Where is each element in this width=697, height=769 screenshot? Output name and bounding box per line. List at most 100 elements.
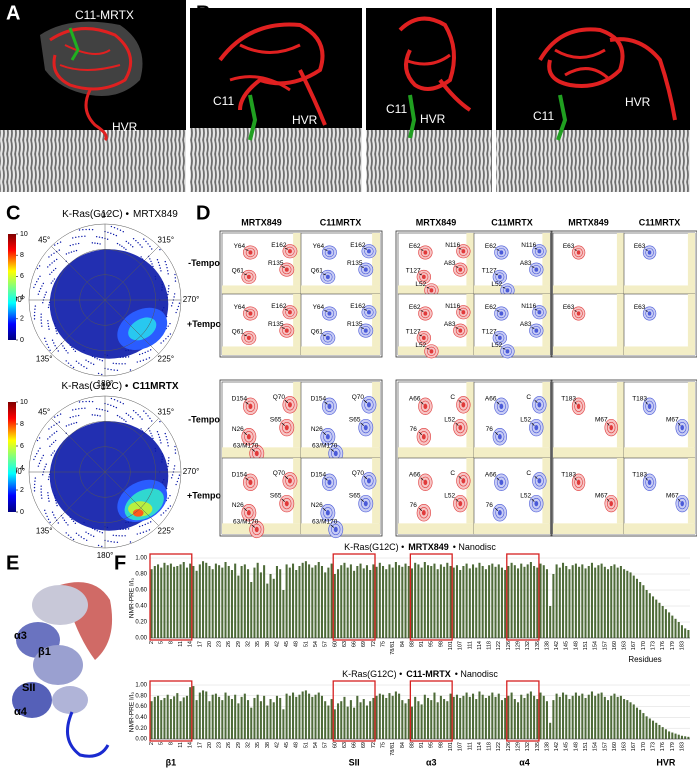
spectrum: A66 L52 76 C — [397, 381, 475, 459]
peak — [461, 402, 466, 408]
peak — [324, 247, 335, 258]
density-point — [91, 355, 94, 358]
spectrum: Y64 R135 Q61 E162 — [300, 232, 381, 295]
bar — [333, 709, 336, 739]
bar — [243, 693, 246, 739]
density-point — [173, 296, 175, 298]
bar — [610, 566, 613, 638]
x-tick-label: 32 — [245, 641, 251, 647]
density-point — [101, 237, 103, 239]
bar — [661, 727, 664, 739]
bar — [465, 692, 468, 739]
bar — [398, 693, 401, 739]
bar — [472, 564, 475, 638]
bar — [632, 704, 635, 739]
density-point — [38, 437, 41, 439]
density-point — [159, 248, 161, 251]
peak-pointer — [322, 507, 327, 511]
peak-pointer — [496, 401, 500, 405]
peak — [325, 274, 330, 280]
colorbar-tick-label: 6 — [20, 443, 24, 450]
bar — [308, 693, 311, 739]
x-tick-label: 142 — [554, 641, 560, 650]
density-point — [178, 474, 181, 476]
bar — [668, 612, 671, 638]
peak-pointer — [455, 266, 459, 268]
density-point — [159, 267, 161, 269]
density-point — [75, 243, 77, 245]
peak — [534, 246, 544, 256]
density-point — [167, 273, 169, 275]
bar — [423, 562, 426, 638]
spectrum-strip — [474, 523, 550, 534]
density-point — [55, 330, 57, 332]
peak — [284, 500, 289, 507]
bar — [185, 695, 188, 739]
peak-label: N26 — [311, 502, 323, 509]
bar — [224, 562, 227, 638]
density-point — [119, 229, 122, 231]
x-tick-label: 45 — [284, 742, 290, 748]
bar — [529, 562, 532, 638]
peak — [423, 311, 428, 316]
peak — [248, 479, 253, 485]
density-point — [127, 414, 130, 416]
bar — [623, 569, 626, 638]
bar — [308, 564, 311, 638]
y-tick-label: 0.60 — [135, 588, 147, 594]
bar — [288, 567, 291, 638]
density-point — [174, 273, 176, 276]
peak-label: S65 — [270, 493, 282, 500]
bar — [562, 562, 565, 638]
peak-pointer — [284, 247, 289, 250]
density-point — [160, 442, 162, 444]
peak — [245, 400, 256, 412]
peak — [458, 500, 463, 507]
density-point — [67, 534, 70, 536]
spectrum: A66 L52 76 C — [473, 381, 551, 459]
peak-pointer — [363, 308, 368, 311]
density-point — [144, 523, 146, 526]
bar — [414, 696, 417, 739]
density-point — [122, 403, 124, 405]
density-point — [132, 237, 135, 240]
bar — [353, 707, 356, 739]
density-point — [165, 263, 167, 266]
bar — [523, 697, 526, 739]
peak-label: D154 — [311, 395, 327, 402]
density-point — [95, 236, 98, 238]
x-tick-label: 75 — [380, 641, 386, 647]
density-point — [94, 414, 96, 416]
peak — [248, 403, 253, 409]
peak — [645, 400, 654, 412]
spectrum-strip — [687, 294, 695, 347]
peak-pointer — [495, 273, 498, 276]
peak — [327, 311, 332, 316]
region-box — [149, 553, 193, 641]
bar — [394, 562, 397, 638]
bar — [542, 565, 545, 638]
x-tick-label: 91 — [419, 742, 425, 748]
bar — [382, 694, 385, 739]
peak — [607, 497, 616, 510]
bar — [256, 562, 259, 638]
bar — [677, 622, 680, 638]
bar — [491, 692, 494, 739]
peak — [458, 267, 463, 272]
colorbar — [8, 234, 16, 340]
bar — [372, 697, 375, 739]
column-header: C11MRTX — [320, 217, 362, 227]
density-point — [72, 244, 74, 246]
bar — [478, 691, 481, 739]
peak-pointer — [606, 422, 610, 426]
x-tick-label: 5 — [159, 742, 165, 745]
bar — [292, 563, 295, 638]
peak-pointer — [531, 498, 535, 502]
spectrum-strip — [553, 523, 624, 534]
x-tick-label: 72 — [371, 641, 377, 647]
panel-e: α3 β1 SII α4 — [12, 582, 113, 758]
region-label: α3 — [426, 757, 437, 767]
bar — [253, 567, 256, 638]
density-point — [65, 360, 67, 362]
density-point — [75, 236, 77, 239]
